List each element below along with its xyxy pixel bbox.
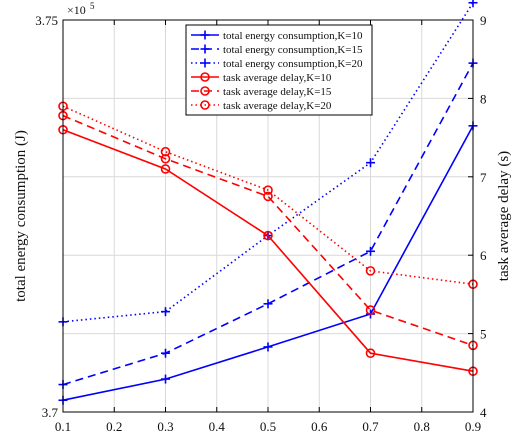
data-point (263, 191, 273, 202)
legend-marker (200, 100, 210, 110)
legend-marker (200, 44, 210, 54)
right-y-tick-label: 8 (480, 91, 487, 106)
legend-entry: task average delay,K=15 (191, 86, 332, 98)
right-axis-title: task average delay (s) (496, 151, 512, 281)
series-line (62, 62, 474, 386)
x-tick-label: 0.4 (209, 419, 226, 434)
legend-label: task average delay,K=10 (223, 72, 332, 84)
legend-entry: task average delay,K=20 (191, 100, 332, 112)
x-tick-label: 0.7 (362, 419, 379, 434)
x-tick-label: 0.6 (311, 419, 328, 434)
data-point (468, 0, 478, 8)
right-y-tick-label: 4 (480, 405, 487, 420)
legend-label: total energy consumption,K=20 (223, 58, 363, 70)
legend-entry: total energy consumption,K=15 (191, 44, 363, 56)
data-point (160, 164, 171, 174)
data-point (365, 266, 376, 276)
legend-marker (200, 58, 210, 68)
data-point (365, 348, 376, 359)
legend-entry: total energy consumption,K=20 (191, 58, 363, 70)
data-point (161, 374, 170, 384)
data-point (161, 307, 170, 317)
data-point (161, 348, 170, 358)
data-point (263, 230, 273, 241)
series-line (62, 105, 474, 285)
legend-entry: task average delay,K=10 (191, 72, 332, 84)
left-y-tick-label: 3.7 (42, 405, 59, 420)
data-point (160, 153, 171, 164)
legend-label: task average delay,K=20 (223, 100, 332, 112)
right-y-tick-label: 9 (480, 13, 487, 28)
x-tick-label: 0.1 (55, 419, 71, 434)
legend: total energy consumption,K=10 total energ… (185, 24, 373, 116)
right-y-tick-label: 7 (480, 170, 487, 185)
left-axis-title: total energy consumption (J) (13, 130, 29, 302)
legend-label: total energy consumption,K=10 (223, 30, 363, 42)
x-tick-label: 0.2 (106, 419, 122, 434)
data-point (160, 146, 171, 157)
left-y-tick-label: 3.75 (35, 13, 58, 28)
legend-box (185, 24, 373, 116)
ticks: 0.1 0.2 0.3 0.4 0.5 0.6 0.7 0.8 0.94 5 6 7 8 9 3.7 3.75 (35, 13, 487, 434)
data-point (366, 158, 375, 168)
series-line (62, 129, 474, 372)
x-tick-label: 0.5 (260, 419, 276, 434)
data-point (366, 246, 375, 256)
x-tick-label: 0.8 (414, 419, 430, 434)
legend-label: task average delay,K=15 (223, 86, 332, 98)
series-line (62, 114, 474, 347)
x-tick-label: 0.9 (465, 419, 481, 434)
legend-marker (200, 86, 210, 96)
legend-label: total energy consumption,K=15 (223, 44, 363, 56)
left-axis-exponent-base: ×10 (67, 3, 86, 17)
right-y-tick-label: 6 (480, 248, 487, 263)
data-point (263, 299, 273, 309)
legend-marker (200, 72, 210, 82)
data-point (263, 185, 273, 195)
data-point (263, 342, 273, 352)
right-y-tick-label: 5 (480, 327, 487, 342)
data-point (365, 305, 376, 315)
legend-marker (200, 30, 210, 40)
x-tick-label: 0.3 (157, 419, 173, 434)
legend-entry: total energy consumption,K=10 (191, 30, 363, 42)
left-axis-exponent-power: 5 (90, 1, 95, 11)
